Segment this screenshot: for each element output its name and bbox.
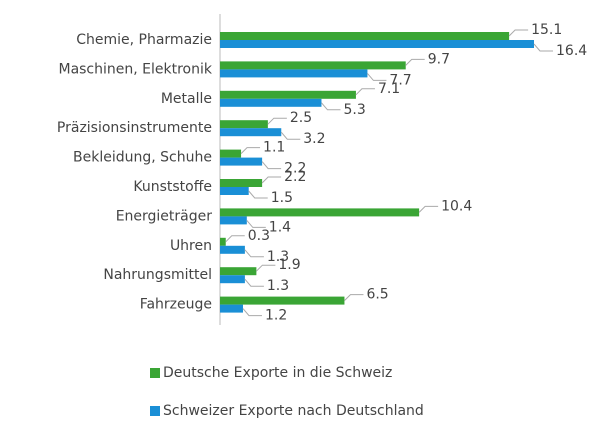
legend-label: Deutsche Exporte in die Schweiz [163,365,392,381]
leader-line [256,264,276,272]
bar [220,208,420,217]
leader-line [367,73,387,81]
bar [220,296,345,305]
data-label: 0.3 [248,228,270,244]
bar [220,128,282,137]
bar [220,90,356,99]
leader-line [244,278,264,287]
data-label: 7.1 [378,81,400,97]
bar [220,40,534,48]
leader-line [242,308,262,317]
bar [220,237,226,246]
y-tick-label: Kunststoffe [133,179,212,195]
leader-line [246,220,266,228]
data-label: 15.1 [531,22,562,38]
bar [220,187,249,195]
data-label: 1.4 [269,219,291,235]
data-label: 2.5 [290,110,312,126]
leader-line [248,190,268,199]
y-tick-label: Nahrungsmittel [103,267,212,283]
data-label: 9.7 [428,51,450,67]
y-tick-label: Energieträger [116,208,213,224]
leader-line [267,117,287,125]
bar [220,275,245,284]
leader-line [533,43,553,52]
bar [220,120,268,129]
leader-line [508,29,529,37]
data-label: 3.2 [303,131,325,147]
bar [220,216,247,225]
bar [220,157,263,166]
y-tick-label: Metalle [161,91,212,107]
y-tick-label: Bekleidung, Schuhe [73,150,212,166]
leader-line [321,102,341,111]
leader-line [240,147,261,154]
legend-label: Schweizer Exporte nach Deutschland [163,403,424,419]
y-tick-label: Uhren [170,238,212,254]
leader-line [344,294,364,301]
leader-line [261,176,282,184]
bar [220,32,510,40]
data-label: 2.2 [284,169,306,185]
leader-line [225,235,245,243]
y-tick-label: Präzisionsinstrumente [57,120,212,136]
data-label: 1.3 [267,278,289,294]
data-label: 1.9 [278,257,300,273]
leader-line [405,58,425,66]
bar [220,179,263,187]
bar [220,267,257,276]
data-label: 1.5 [271,190,293,206]
data-label: 10.4 [441,198,472,214]
data-label: 6.5 [366,287,388,303]
data-label: 1.1 [263,140,285,156]
bar [220,61,406,70]
data-label: 1.2 [265,308,287,324]
legend-swatch [150,368,160,378]
bar [220,149,242,158]
bar [220,304,243,313]
data-label: 1.3 [267,249,289,265]
data-label: 16.4 [556,43,587,59]
data-label: 5.3 [343,102,365,118]
bar [220,98,322,107]
leader-line [355,88,375,96]
leader-line [280,131,301,140]
data-label: 2.2 [284,161,306,177]
y-tick-label: Chemie, Pharmazie [76,32,212,48]
leader-line [244,249,264,258]
leader-line [261,161,282,170]
bar [220,245,245,254]
bar [220,69,368,78]
y-tick-label: Fahrzeuge [140,297,212,313]
data-label: 7.7 [389,72,411,88]
y-tick-label: Maschinen, Elektronik [58,61,212,77]
legend-swatch [150,406,160,416]
leader-line [418,205,439,213]
